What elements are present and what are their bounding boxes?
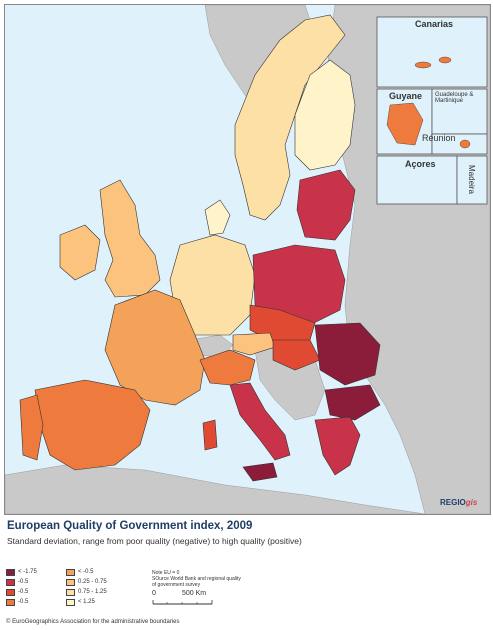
- region-romania: [314, 322, 381, 386]
- scale-start-label: 0: [152, 590, 156, 597]
- region-sardinia: [202, 419, 218, 451]
- region-finland: [294, 59, 356, 171]
- legend-item: 0.75 - 1.25: [66, 588, 107, 596]
- legend-label: < -0.5: [78, 569, 94, 575]
- inset-reunion-island: [459, 139, 471, 149]
- regiogis-logo: REGIOgis: [440, 498, 477, 507]
- region-sicily: [242, 462, 278, 482]
- legend-label: < -1.75: [18, 569, 37, 575]
- legend-label: 0.25 - 0.75: [78, 579, 107, 585]
- legend-swatch: [6, 598, 15, 606]
- inset-label-reunion: Réunion: [422, 133, 456, 143]
- region-germany: [169, 234, 256, 336]
- note-line: SOurce World Bank and regional quality: [152, 576, 241, 582]
- legend-swatch: [66, 598, 75, 606]
- inset-label-canarias: Canarias: [415, 19, 454, 29]
- region-bulgaria: [324, 384, 381, 421]
- inset-label-guyane: Guyane: [389, 91, 423, 101]
- choropleth-map: Canarias Guyane Guadeloupe & Martinique …: [4, 4, 491, 515]
- region-portugal: [19, 394, 44, 461]
- legend-item: < 1.25: [66, 598, 95, 606]
- legend-label: -0.5: [18, 579, 29, 585]
- legend-item: < -1.75: [6, 568, 37, 576]
- inset-guyane-land: [386, 102, 424, 146]
- inset-madeira-panel: [456, 155, 488, 205]
- inset-canarias-island: [414, 61, 432, 69]
- legend-swatch: [6, 588, 15, 596]
- legend-label: < 1.25: [78, 599, 95, 605]
- scale-bar: 0 500 Km: [152, 590, 227, 605]
- inset-label-guadeloupe: Guadeloupe & Martinique: [435, 92, 474, 104]
- region-uk: [99, 179, 161, 298]
- inset-canarias-panel: [376, 16, 488, 88]
- legend-item: -0.5: [6, 598, 28, 606]
- region-italy-north: [199, 349, 256, 386]
- region-baltics: [296, 169, 356, 241]
- legend-swatch: [66, 588, 75, 596]
- inset-reunion-panel: [431, 133, 488, 155]
- legend-swatch: [6, 568, 15, 576]
- region-denmark: [204, 199, 231, 236]
- legend-swatch: [66, 568, 75, 576]
- scale-ruler: [152, 600, 213, 605]
- europe-map-graphic: [5, 5, 490, 514]
- copyright-notice: © EuroGeographics Association for the ad…: [6, 619, 180, 625]
- note-line: Note EU = 0: [152, 570, 180, 576]
- legend-item: < -0.5: [66, 568, 94, 576]
- legend-item: 0.25 - 0.75: [66, 578, 107, 586]
- inset-guadeloupe-panel: [431, 88, 488, 135]
- map-title: European Quality of Government index, 20…: [7, 520, 253, 532]
- region-spain: [34, 379, 151, 471]
- legend-item: -0.5: [6, 588, 28, 596]
- legend-label: -0.5: [18, 599, 29, 605]
- note-line: of government survey: [152, 582, 201, 588]
- inset-canarias-island: [438, 56, 452, 64]
- legend: < -1.75 -0.5 -0.5 -0.5 < -0.5 0.25 - 0.7…: [6, 568, 136, 610]
- region-italy-south: [229, 382, 291, 461]
- logo-main-text: REGIO: [440, 498, 466, 507]
- region-france: [104, 289, 206, 406]
- region-hungary: [272, 339, 321, 371]
- inset-label-madeira: Madeira: [467, 165, 476, 194]
- region-greece: [314, 416, 361, 476]
- legend-item: -0.5: [6, 578, 28, 586]
- map-subtitle: Standard deviation, range from poor qual…: [7, 536, 302, 546]
- legend-swatch: [66, 578, 75, 586]
- inset-label-acores: Açores: [405, 159, 436, 169]
- legend-label: -0.5: [18, 589, 29, 595]
- legend-label: 0.75 - 1.25: [78, 589, 107, 595]
- legend-swatch: [6, 578, 15, 586]
- region-austria: [232, 332, 276, 356]
- scale-end-label: 500 Km: [182, 590, 207, 597]
- logo-accent-text: gis: [465, 498, 478, 507]
- region-ireland: [59, 224, 101, 281]
- source-note: Note EU = 0 SOurce World Bank and region…: [152, 570, 272, 588]
